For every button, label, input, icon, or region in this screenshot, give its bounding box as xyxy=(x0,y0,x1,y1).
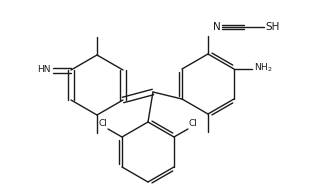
Text: N: N xyxy=(213,22,221,32)
Text: Cl: Cl xyxy=(189,119,198,128)
Text: NH$_2$: NH$_2$ xyxy=(254,62,272,74)
Text: HN: HN xyxy=(38,65,51,75)
Text: Cl: Cl xyxy=(98,119,107,128)
Text: SH: SH xyxy=(265,22,279,32)
